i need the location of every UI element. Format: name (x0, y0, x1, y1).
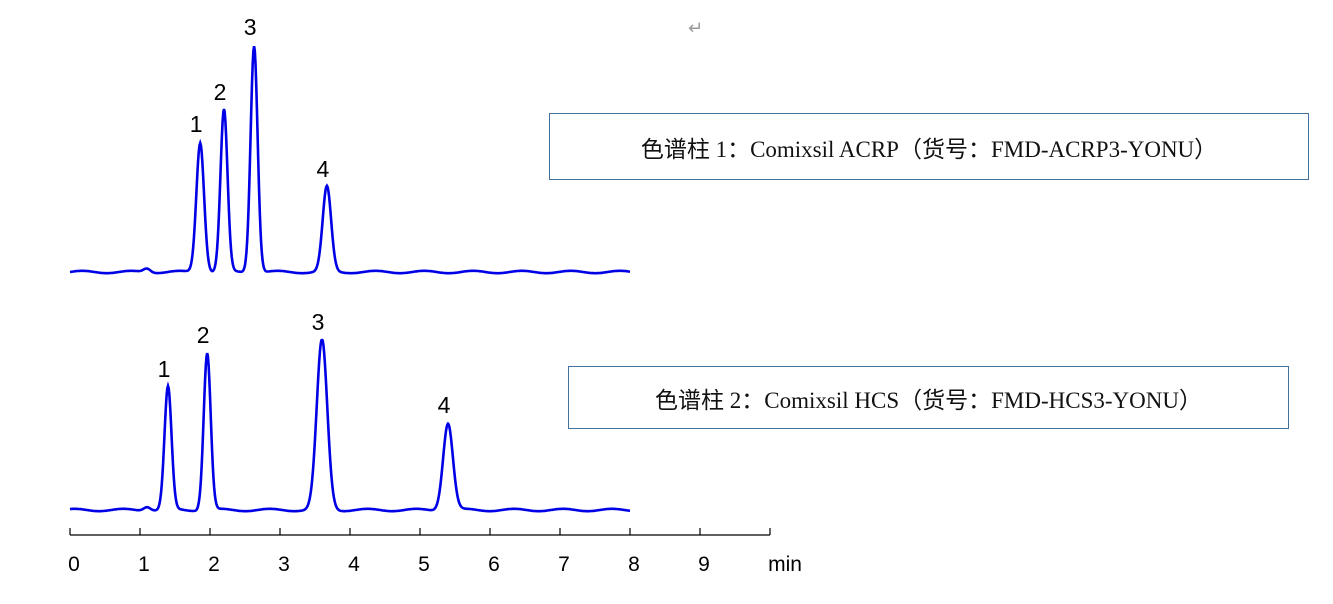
peak-label: 3 (312, 309, 325, 335)
trace-column-2 (69, 338, 631, 513)
x-tick-label: 6 (488, 553, 500, 576)
legend-column-2-text: 色谱柱 2：Comixsil HCS（货号：FMD-HCS3-YONU） (655, 387, 1202, 413)
x-tick-label: 4 (348, 553, 360, 576)
trace-column-1 (69, 46, 631, 275)
peak-label: 2 (197, 322, 210, 348)
x-tick-label: 7 (558, 553, 570, 576)
peak-label: 1 (158, 356, 171, 382)
x-tick-label: 3 (278, 553, 290, 576)
x-tick-label: 2 (208, 553, 220, 576)
x-tick-label: 9 (698, 553, 710, 576)
peak-label: 1 (190, 111, 203, 137)
x-axis-label: min (768, 553, 802, 576)
peak-label: 4 (438, 392, 451, 418)
peak-label: 3 (244, 14, 257, 40)
legend-column-1: 色谱柱 1：Comixsil ACRP（货号：FMD-ACRP3-YONU） (549, 113, 1309, 180)
x-tick-label: 5 (418, 553, 430, 576)
x-tick-label: 1 (138, 553, 150, 576)
legend-column-1-text: 色谱柱 1：Comixsil ACRP（货号：FMD-ACRP3-YONU） (640, 136, 1218, 162)
peak-label: 2 (214, 79, 227, 105)
x-axis: 0 1 2 3 4 5 6 7 8 9 min (68, 528, 802, 576)
return-mark-icon: ↵ (688, 18, 704, 39)
x-tick-label: 0 (68, 553, 80, 576)
legend-column-2: 色谱柱 2：Comixsil HCS（货号：FMD-HCS3-YONU） (568, 366, 1289, 429)
peak-label: 4 (317, 156, 330, 182)
x-tick-label: 8 (628, 553, 640, 576)
